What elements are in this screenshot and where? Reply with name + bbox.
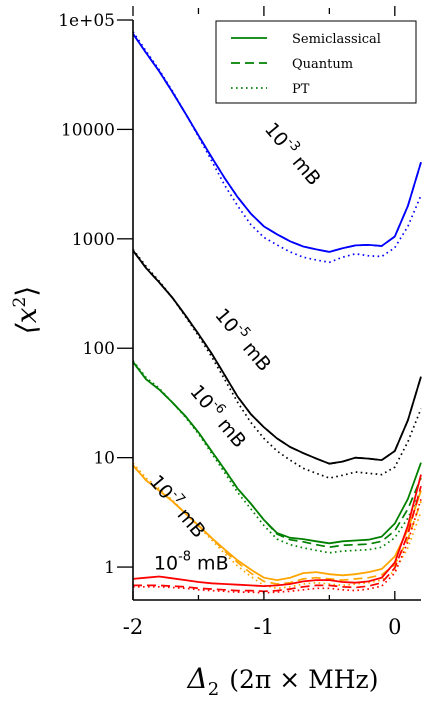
series-line-2-pt xyxy=(132,360,422,554)
y-title-base: ⟨x xyxy=(10,307,43,334)
curve-label: 10-5mB xyxy=(210,302,277,375)
curve-label-unit: mB xyxy=(213,414,250,452)
series-line-4-semiclassical xyxy=(132,474,422,588)
curve-label: 10-6mB xyxy=(185,379,252,452)
series-line-4-pt xyxy=(133,498,422,594)
x-title-symbol: Δ xyxy=(187,662,208,695)
y-tick-label: 10000 xyxy=(61,120,115,140)
legend-label: Quantum xyxy=(292,57,353,72)
series-line-3-semiclassical xyxy=(132,464,422,582)
legend-label: PT xyxy=(292,82,310,97)
x-title-units: (2π × MHz) xyxy=(229,665,378,694)
series-line-1-semiclassical xyxy=(132,250,422,465)
curve-label-unit: mB xyxy=(173,504,210,542)
series-line-4-quantum xyxy=(133,485,422,593)
y-tick-label: 10 xyxy=(93,449,115,469)
legend-label: Semiclassical xyxy=(292,32,381,47)
y-title-end: ⟩ xyxy=(10,286,43,297)
curve-label-text: 10-3mB xyxy=(260,117,327,190)
series-line-3-quantum xyxy=(132,464,422,585)
x-tick-label: -1 xyxy=(254,615,274,639)
series-line-2-quantum xyxy=(132,361,422,549)
x-tick-label: -2 xyxy=(123,615,143,639)
y-tick-label: 1000 xyxy=(72,230,115,250)
axes: -2 -1 0 1 10 100 1000 10000 1e+05 xyxy=(58,6,421,639)
curve-label-unit: mB xyxy=(197,553,229,575)
series-line-0-pt xyxy=(132,31,422,264)
axis-titles: Δ2 (2π × MHz)⟨x2⟩ xyxy=(10,286,378,700)
y-tick-label: 1 xyxy=(104,558,115,578)
curve-label-base: 10 xyxy=(154,553,178,575)
curve-label-text: 10-5mB xyxy=(210,302,277,375)
x-tick-label: 0 xyxy=(388,615,401,639)
curve-label-unit: mB xyxy=(288,152,325,190)
curve-label-exponent: -8 xyxy=(178,550,191,565)
curve-label: 10-8 mB xyxy=(154,550,229,575)
x-title-subscript: 2 xyxy=(208,679,219,700)
y-title-superscript: 2 xyxy=(10,297,30,308)
curve-label-unit: mB xyxy=(238,337,275,375)
curve-label-text: 10-6mB xyxy=(185,379,252,452)
y-axis-title: ⟨x2⟩ xyxy=(10,286,43,334)
legend-box xyxy=(215,20,417,104)
y-tick-label: 100 xyxy=(83,339,115,359)
y-tick-label: 1e+05 xyxy=(58,11,115,31)
curve-label-text: 10-8 mB xyxy=(154,550,229,575)
series-line-1-quantum xyxy=(132,250,422,465)
y-axis-title-group: ⟨x2⟩ xyxy=(10,286,43,334)
series-line-0-quantum xyxy=(132,33,422,253)
x-axis-title: Δ2 (2π × MHz) xyxy=(187,662,379,700)
legend: Semiclassical Quantum PT xyxy=(215,20,417,104)
series-line-3-pt xyxy=(132,462,422,590)
curve-label: 10-3mB xyxy=(260,117,327,190)
plot-lines xyxy=(132,31,422,594)
series-line-1-pt xyxy=(132,248,422,479)
